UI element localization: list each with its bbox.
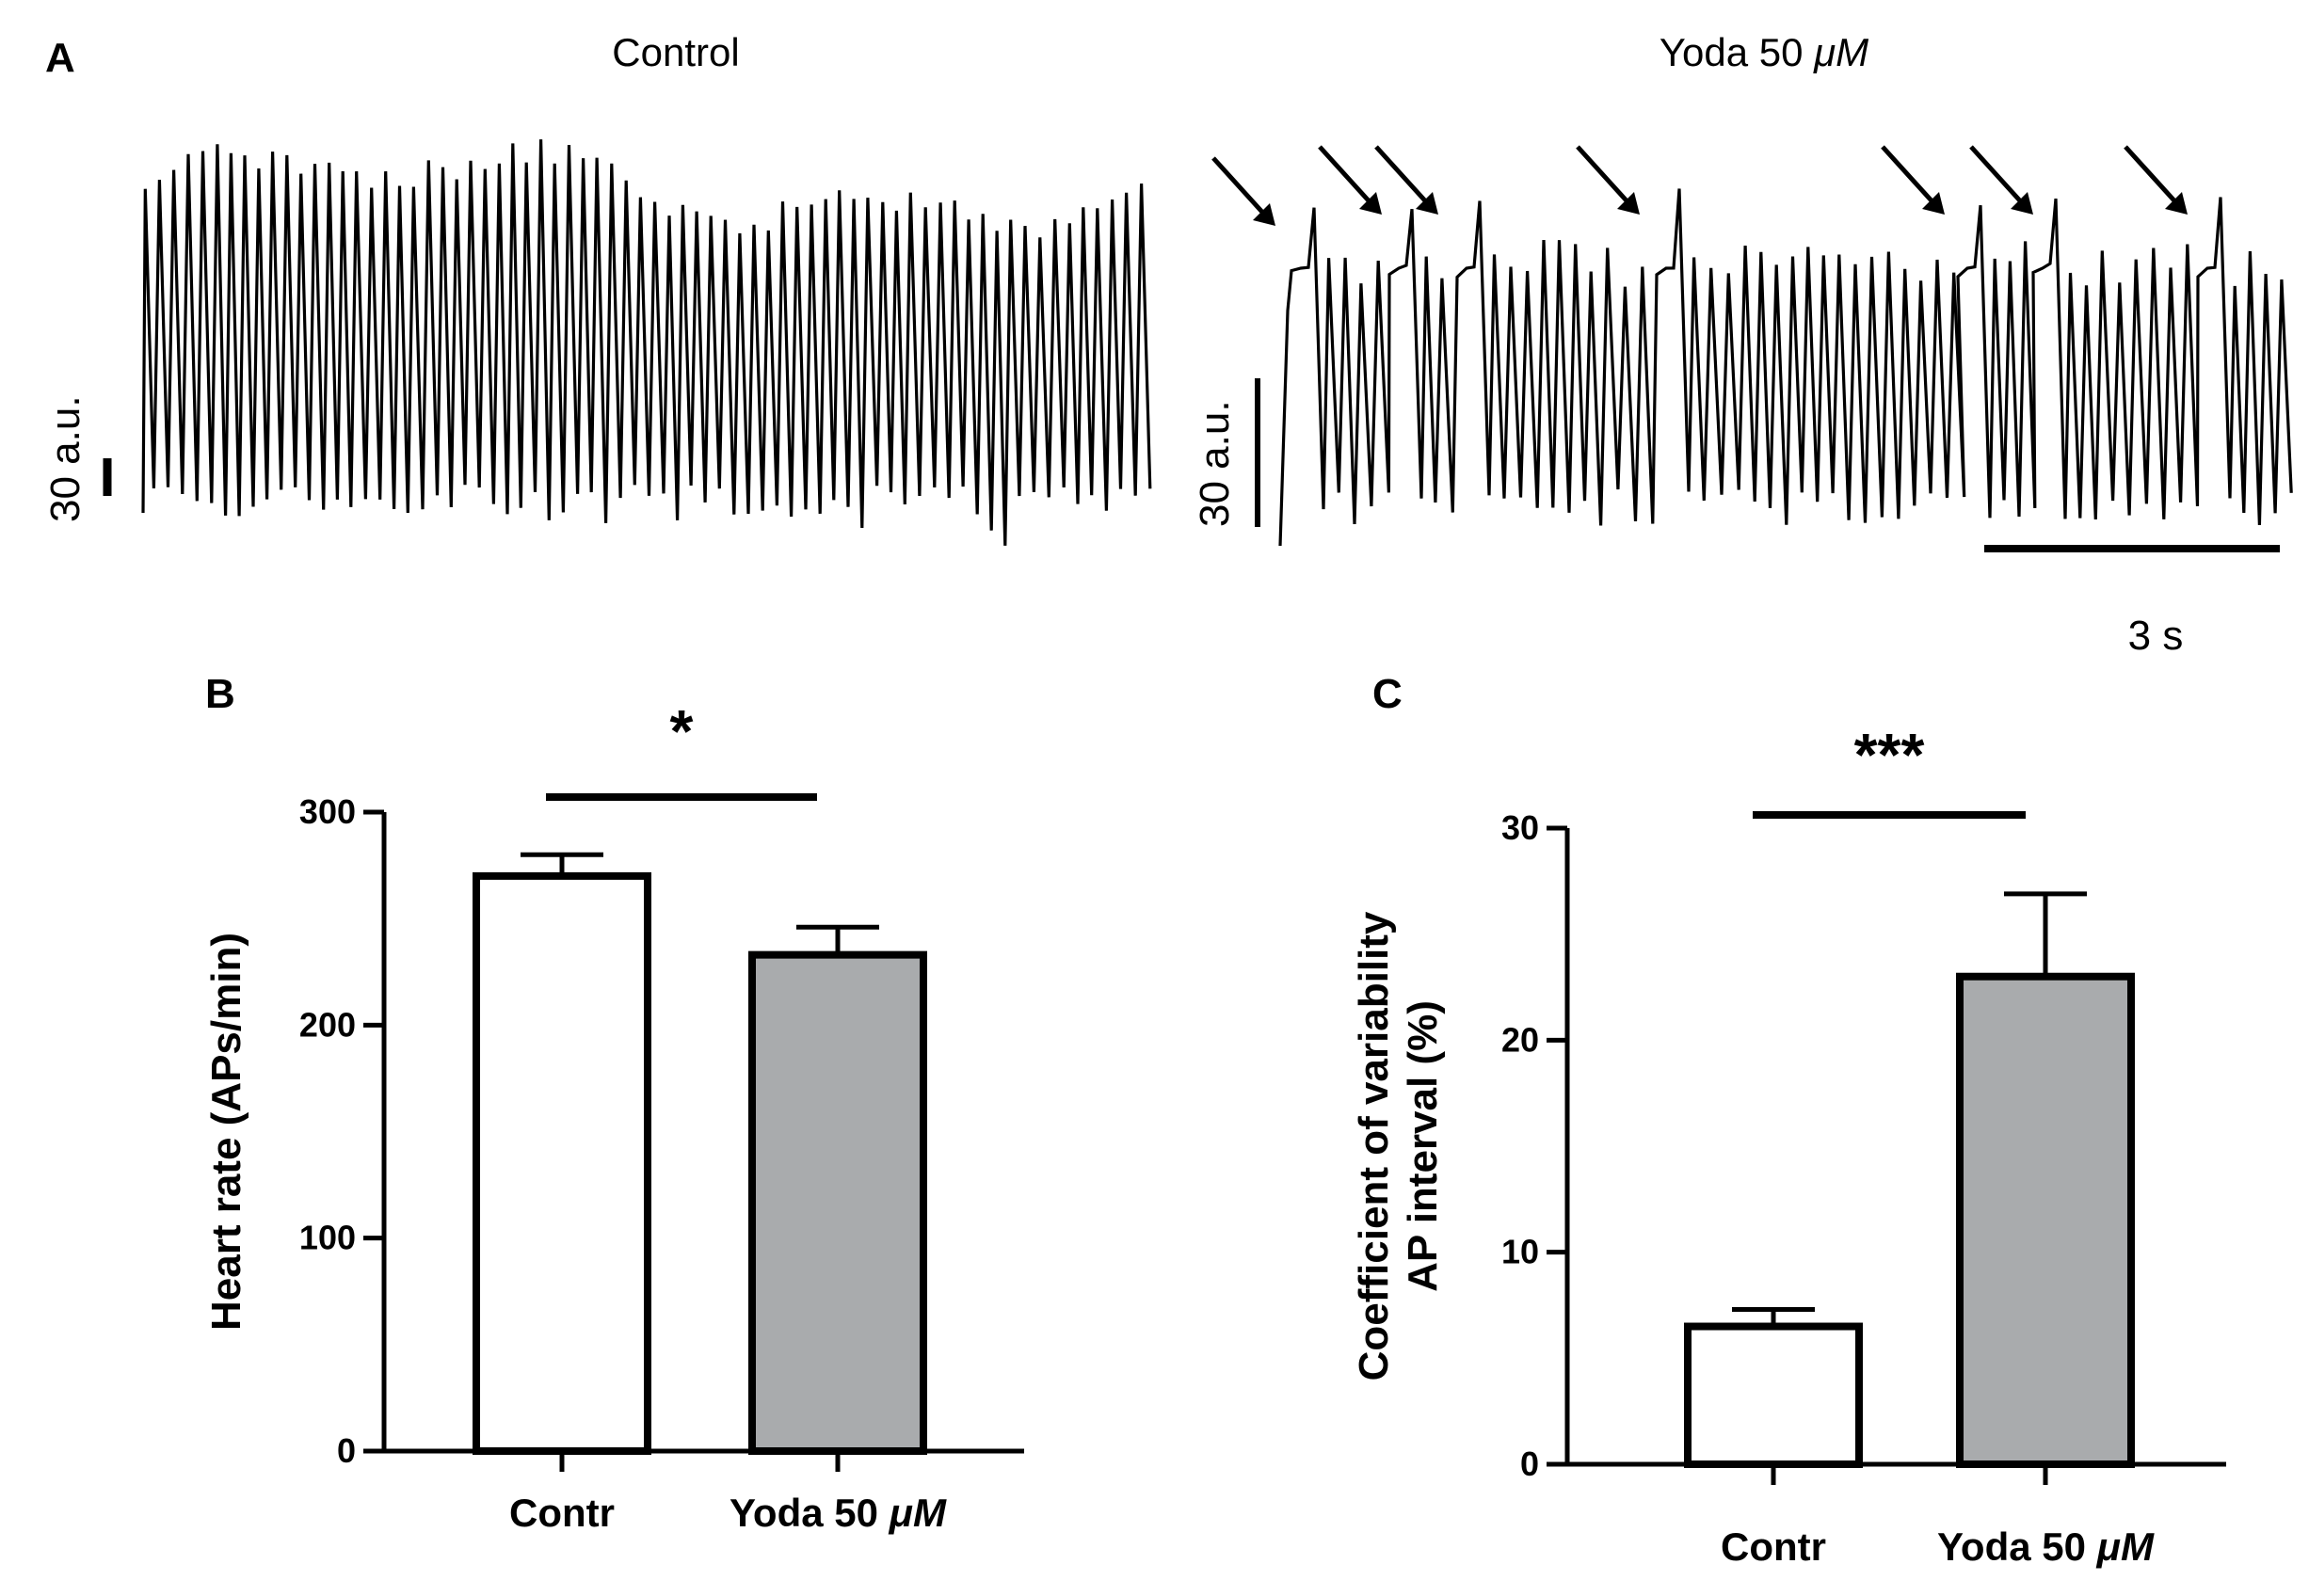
control-amplitude-scale-label: 30 a.u.	[42, 395, 88, 522]
y-tick-label: 10	[1501, 1233, 1539, 1271]
y-axis-title: AP interval (%)	[1400, 1000, 1446, 1292]
bar	[1684, 1322, 1863, 1468]
y-tick-label: 30	[1501, 808, 1539, 847]
y-axis-title: Coefficient of variability	[1351, 911, 1397, 1381]
yoda-amplitude-scale-label: 30 a.u.	[1192, 400, 1238, 527]
arrhythmia-arrows	[1211, 145, 2188, 226]
bar	[473, 871, 651, 1455]
arrhythmia-arrow	[1969, 145, 2033, 215]
x-category-label: Yoda 50 μM	[1937, 1524, 2155, 1569]
significance-marker: *	[670, 697, 694, 765]
time-scale-label: 3 s	[2128, 613, 2184, 659]
panel-c-variability-chart: C 0 10 20 30 Coefficient of variability AP in…	[1351, 671, 2226, 1569]
panel-b-heart-rate-chart: B 0 100 200 300 Heart rate (APs/min) Contr Yod…	[203, 671, 1024, 1535]
panel-b-letter: B	[205, 671, 235, 717]
arrhythmia-arrow	[2124, 145, 2188, 215]
y-tick-label: 0	[1520, 1444, 1539, 1483]
y-tick-label: 20	[1501, 1020, 1539, 1059]
control-ap-trace	[141, 139, 1152, 546]
x-category-label: Contr	[509, 1491, 615, 1535]
bar	[748, 950, 927, 1455]
bar	[1956, 972, 2135, 1468]
arrhythmia-arrow	[1374, 145, 1438, 215]
arrhythmia-arrow	[1881, 145, 1945, 215]
arrhythmia-arrow	[1211, 156, 1275, 226]
x-category-label: Yoda 50 μM	[730, 1491, 947, 1535]
yoda-ap-trace	[1278, 188, 2293, 547]
y-tick-label: 200	[299, 1005, 356, 1044]
y-tick-label: 300	[299, 792, 356, 831]
x-category-label: Contr	[1721, 1524, 1826, 1569]
panel-c-plot: 0 10 20 30 Coefficient of variability AP inte…	[1351, 721, 2226, 1569]
yoda-trace-title-unit: μM	[1813, 30, 1868, 74]
control-trace-title: Control	[612, 30, 739, 74]
yoda-trace-title: Yoda 50 μM	[1660, 30, 1868, 74]
panel-a: A Control Yoda 50 μM 30 a.u. 30 a.u. 3 s	[42, 30, 2293, 659]
y-tick-label: 100	[299, 1219, 356, 1257]
significance-marker: ***	[1854, 721, 1925, 789]
arrhythmia-arrow	[1576, 145, 1640, 215]
yoda-trace-title-prefix: Yoda 50	[1660, 30, 1814, 74]
arrhythmia-arrow	[1318, 145, 1382, 215]
panel-c-letter: C	[1372, 671, 1403, 717]
y-tick-label: 0	[337, 1431, 356, 1470]
panel-a-letter: A	[45, 35, 75, 81]
y-axis-title: Heart rate (APs/min)	[203, 933, 249, 1331]
panel-b-plot: 0 100 200 300 Heart rate (APs/min) Contr Yoda …	[203, 697, 1024, 1535]
